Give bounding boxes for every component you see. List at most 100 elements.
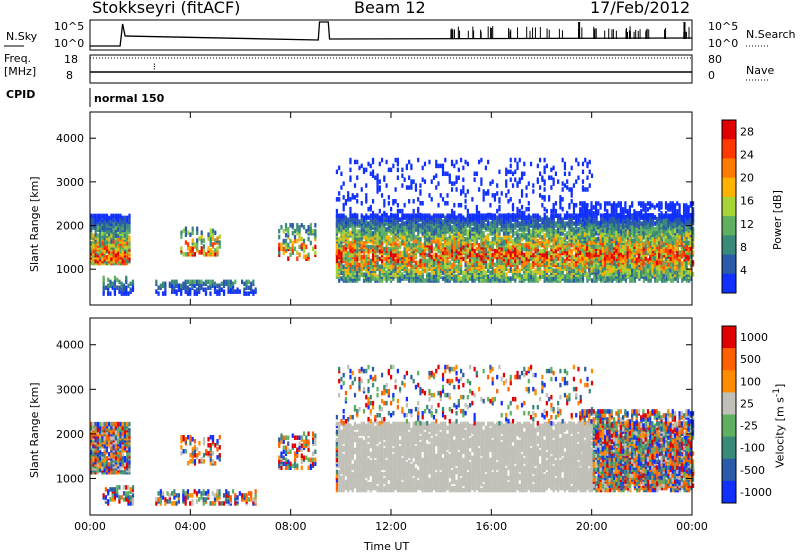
power-cell [115, 220, 117, 225]
power-cell [185, 232, 187, 237]
power-cell [431, 249, 433, 254]
power-cell [476, 247, 478, 252]
power-cell [381, 265, 383, 270]
power-cell [182, 282, 184, 287]
power-cell [512, 253, 514, 258]
power-cell [496, 263, 498, 268]
power-cell [487, 217, 489, 222]
power-cell [523, 261, 525, 266]
power-cell [379, 215, 381, 220]
power-cell [196, 227, 198, 232]
power-cell [424, 278, 426, 283]
power-cell [283, 251, 285, 256]
power-cell [555, 241, 557, 246]
power-cell [467, 229, 469, 234]
power-cell [422, 231, 424, 236]
power-cell [241, 280, 243, 285]
power-cell [118, 285, 120, 290]
power-cell [97, 237, 99, 242]
power-cell [183, 252, 185, 257]
power-cell [521, 237, 523, 242]
power-cell [132, 285, 134, 290]
power-cell [492, 237, 494, 242]
power-cell [455, 249, 457, 254]
power-cell [338, 278, 340, 283]
power-cell [562, 247, 564, 252]
power-cell [582, 272, 584, 277]
power-cell [440, 237, 442, 242]
power-cell [568, 245, 570, 250]
power-cell [356, 261, 358, 266]
power-cell [553, 259, 555, 264]
power-cell [113, 239, 115, 244]
power-cell [352, 213, 354, 218]
power-cell [385, 221, 387, 226]
power-cell [354, 243, 356, 248]
power-cell [550, 251, 552, 256]
power-cell [564, 259, 566, 264]
power-cell [203, 244, 205, 249]
power-cell [435, 237, 437, 242]
power-cell [525, 237, 527, 242]
power-cell [395, 259, 397, 264]
power-cell [189, 252, 191, 257]
power-cell [431, 261, 433, 266]
power-cell [397, 213, 399, 218]
power-cell [390, 257, 392, 262]
power-cell [494, 219, 496, 224]
power-cell [534, 259, 536, 264]
power-cell [114, 287, 116, 292]
power-cell [367, 276, 369, 281]
power-cell [553, 213, 555, 218]
power-cell [349, 257, 351, 262]
power-cell [557, 263, 559, 268]
power-cell [343, 257, 345, 262]
power-cell [455, 259, 457, 264]
power-cell [227, 280, 229, 285]
power-cell [379, 223, 381, 228]
power-cell [349, 263, 351, 268]
power-cell [501, 267, 503, 272]
power-cell [401, 235, 403, 240]
power-cell [555, 229, 557, 234]
power-cell [379, 209, 381, 214]
noise-trace [90, 22, 692, 46]
power-cell [453, 239, 455, 244]
power-cell [367, 249, 369, 254]
power-cell [114, 276, 116, 281]
power-cell [571, 213, 573, 218]
power-cell [372, 257, 374, 262]
power-cell [483, 213, 485, 218]
power-cell [223, 280, 225, 285]
power-cell [130, 282, 132, 287]
power-cell [376, 177, 378, 182]
power-cell [413, 265, 415, 270]
power-cell [487, 233, 489, 238]
power-cell [301, 223, 303, 228]
power-cell [489, 261, 491, 266]
power-cell [395, 235, 397, 240]
power-cell [116, 285, 118, 290]
power-cell [496, 227, 498, 232]
power-cell [462, 215, 464, 220]
power-cell [287, 256, 289, 261]
power-cell [388, 247, 390, 252]
power-cell [428, 237, 430, 242]
power-cell [296, 231, 298, 236]
power-cell [338, 243, 340, 248]
power-cell [356, 199, 358, 204]
power-cell [97, 218, 99, 223]
power-cell [559, 225, 561, 230]
power-cell [413, 276, 415, 281]
power-cell [496, 215, 498, 220]
power-cell [194, 289, 196, 294]
power-cell [108, 257, 110, 262]
power-cell [99, 233, 101, 238]
power-cell [548, 257, 550, 262]
power-cell [530, 219, 532, 224]
power-cell [507, 261, 509, 266]
power-cell [358, 229, 360, 234]
power-cell [401, 251, 403, 256]
power-cell [503, 213, 505, 218]
power-cell [104, 241, 106, 246]
